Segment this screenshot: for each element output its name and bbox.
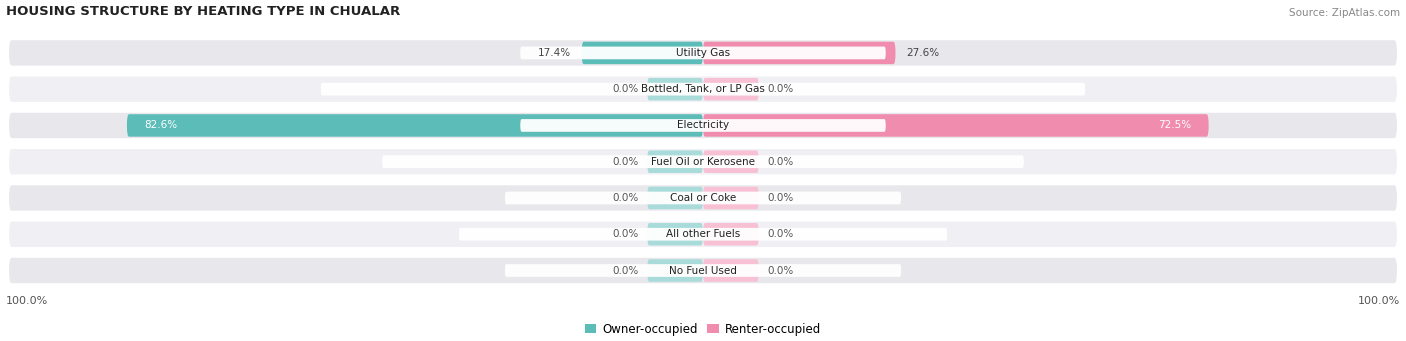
Text: 0.0%: 0.0%	[768, 229, 793, 239]
FancyBboxPatch shape	[703, 114, 1209, 137]
FancyBboxPatch shape	[382, 155, 1024, 168]
Text: Coal or Coke: Coal or Coke	[669, 193, 737, 203]
FancyBboxPatch shape	[8, 113, 1398, 138]
Text: Electricity: Electricity	[676, 120, 730, 131]
Text: 27.6%: 27.6%	[905, 48, 939, 58]
Text: Fuel Oil or Kerosene: Fuel Oil or Kerosene	[651, 157, 755, 167]
Text: 0.0%: 0.0%	[768, 157, 793, 167]
Text: 72.5%: 72.5%	[1159, 120, 1191, 131]
FancyBboxPatch shape	[321, 83, 1085, 95]
FancyBboxPatch shape	[703, 42, 896, 64]
Text: 0.0%: 0.0%	[613, 193, 638, 203]
Text: 0.0%: 0.0%	[768, 266, 793, 276]
Legend: Owner-occupied, Renter-occupied: Owner-occupied, Renter-occupied	[585, 323, 821, 336]
Text: All other Fuels: All other Fuels	[666, 229, 740, 239]
FancyBboxPatch shape	[127, 114, 703, 137]
FancyBboxPatch shape	[8, 149, 1398, 174]
FancyBboxPatch shape	[647, 223, 703, 246]
FancyBboxPatch shape	[505, 192, 901, 204]
Text: Utility Gas: Utility Gas	[676, 48, 730, 58]
Text: 100.0%: 100.0%	[1358, 296, 1400, 306]
FancyBboxPatch shape	[703, 187, 759, 209]
Text: 82.6%: 82.6%	[145, 120, 177, 131]
Text: HOUSING STRUCTURE BY HEATING TYPE IN CHUALAR: HOUSING STRUCTURE BY HEATING TYPE IN CHU…	[6, 5, 399, 18]
FancyBboxPatch shape	[505, 264, 901, 277]
FancyBboxPatch shape	[520, 47, 886, 59]
Text: Bottled, Tank, or LP Gas: Bottled, Tank, or LP Gas	[641, 84, 765, 94]
FancyBboxPatch shape	[8, 40, 1398, 65]
Text: 0.0%: 0.0%	[768, 84, 793, 94]
FancyBboxPatch shape	[8, 76, 1398, 102]
FancyBboxPatch shape	[8, 258, 1398, 283]
Text: 0.0%: 0.0%	[613, 229, 638, 239]
FancyBboxPatch shape	[703, 223, 759, 246]
FancyBboxPatch shape	[582, 42, 703, 64]
FancyBboxPatch shape	[647, 259, 703, 282]
FancyBboxPatch shape	[703, 150, 759, 173]
Text: 100.0%: 100.0%	[6, 296, 48, 306]
FancyBboxPatch shape	[647, 150, 703, 173]
FancyBboxPatch shape	[458, 228, 948, 241]
FancyBboxPatch shape	[8, 222, 1398, 247]
FancyBboxPatch shape	[647, 78, 703, 101]
FancyBboxPatch shape	[703, 259, 759, 282]
Text: 0.0%: 0.0%	[613, 84, 638, 94]
Text: 17.4%: 17.4%	[538, 48, 571, 58]
FancyBboxPatch shape	[647, 187, 703, 209]
Text: 0.0%: 0.0%	[768, 193, 793, 203]
FancyBboxPatch shape	[520, 119, 886, 132]
Text: 0.0%: 0.0%	[613, 157, 638, 167]
Text: 0.0%: 0.0%	[613, 266, 638, 276]
Text: Source: ZipAtlas.com: Source: ZipAtlas.com	[1289, 9, 1400, 18]
Text: No Fuel Used: No Fuel Used	[669, 266, 737, 276]
FancyBboxPatch shape	[8, 185, 1398, 211]
FancyBboxPatch shape	[703, 78, 759, 101]
